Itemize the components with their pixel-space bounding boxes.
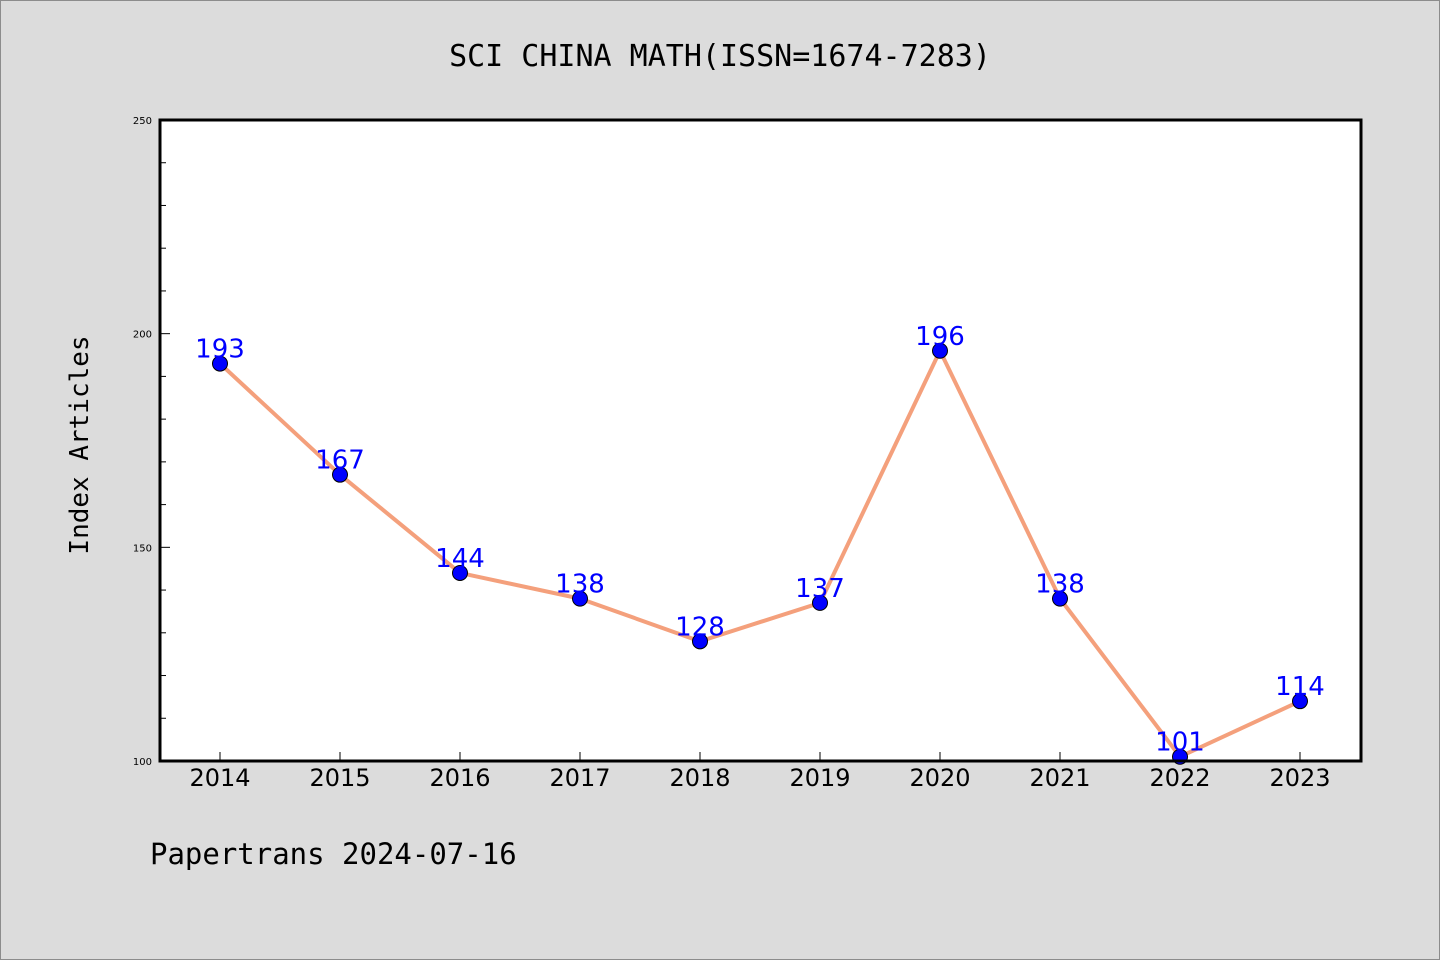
data-point (1052, 590, 1068, 607)
x-tick-label: 2019 (789, 764, 850, 792)
x-axis-ticks: 2014 2015 2016 2017 2018 2019 2020 2021 2022 2023 (189, 752, 1331, 792)
y-tick-label: 200 (133, 330, 152, 341)
data-point (1292, 693, 1308, 710)
y-axis-label: Index Articles (65, 335, 95, 554)
series-line (218, 348, 1302, 759)
y-tick-label: 250 (133, 116, 152, 127)
plot-border (158, 118, 1363, 763)
data-label: 137 (795, 574, 845, 604)
data-point (212, 355, 228, 372)
data-label: 193 (195, 335, 245, 365)
y-tick-label: 100 (133, 757, 152, 768)
series-index-articles (212, 342, 1308, 765)
data-point (932, 342, 948, 359)
x-tick-label: 2018 (669, 764, 730, 792)
x-tick-label: 2017 (549, 764, 610, 792)
data-label: 196 (915, 322, 965, 352)
x-tick-label: 2015 (309, 764, 370, 792)
footer-text: Papertrans 2024-07-16 (150, 837, 517, 871)
data-label: 144 (435, 544, 485, 574)
data-label: 114 (1275, 672, 1325, 702)
data-label: 101 (1155, 728, 1205, 758)
data-label: 138 (555, 570, 605, 600)
x-tick-label: 2020 (909, 764, 970, 792)
plot-area (160, 120, 1361, 761)
data-point (452, 564, 468, 581)
y-tick-label: 150 (133, 543, 152, 554)
chart-title: SCI CHINA MATH(ISSN=1674-7283) (449, 39, 991, 74)
x-tick-label: 2023 (1269, 764, 1330, 792)
data-point (692, 633, 708, 650)
x-tick-label: 2016 (429, 764, 490, 792)
x-tick-label: 2022 (1149, 764, 1210, 792)
data-label: 138 (1035, 570, 1085, 600)
data-label: 167 (315, 446, 365, 476)
x-tick-label: 2021 (1029, 764, 1090, 792)
data-label: 128 (675, 612, 725, 642)
data-point (332, 466, 348, 483)
x-tick-label: 2014 (189, 764, 250, 792)
data-point (572, 590, 588, 607)
data-point (812, 594, 828, 611)
data-labels: 193 167 144 138 128 137 196 138 101 114 (195, 322, 1325, 758)
